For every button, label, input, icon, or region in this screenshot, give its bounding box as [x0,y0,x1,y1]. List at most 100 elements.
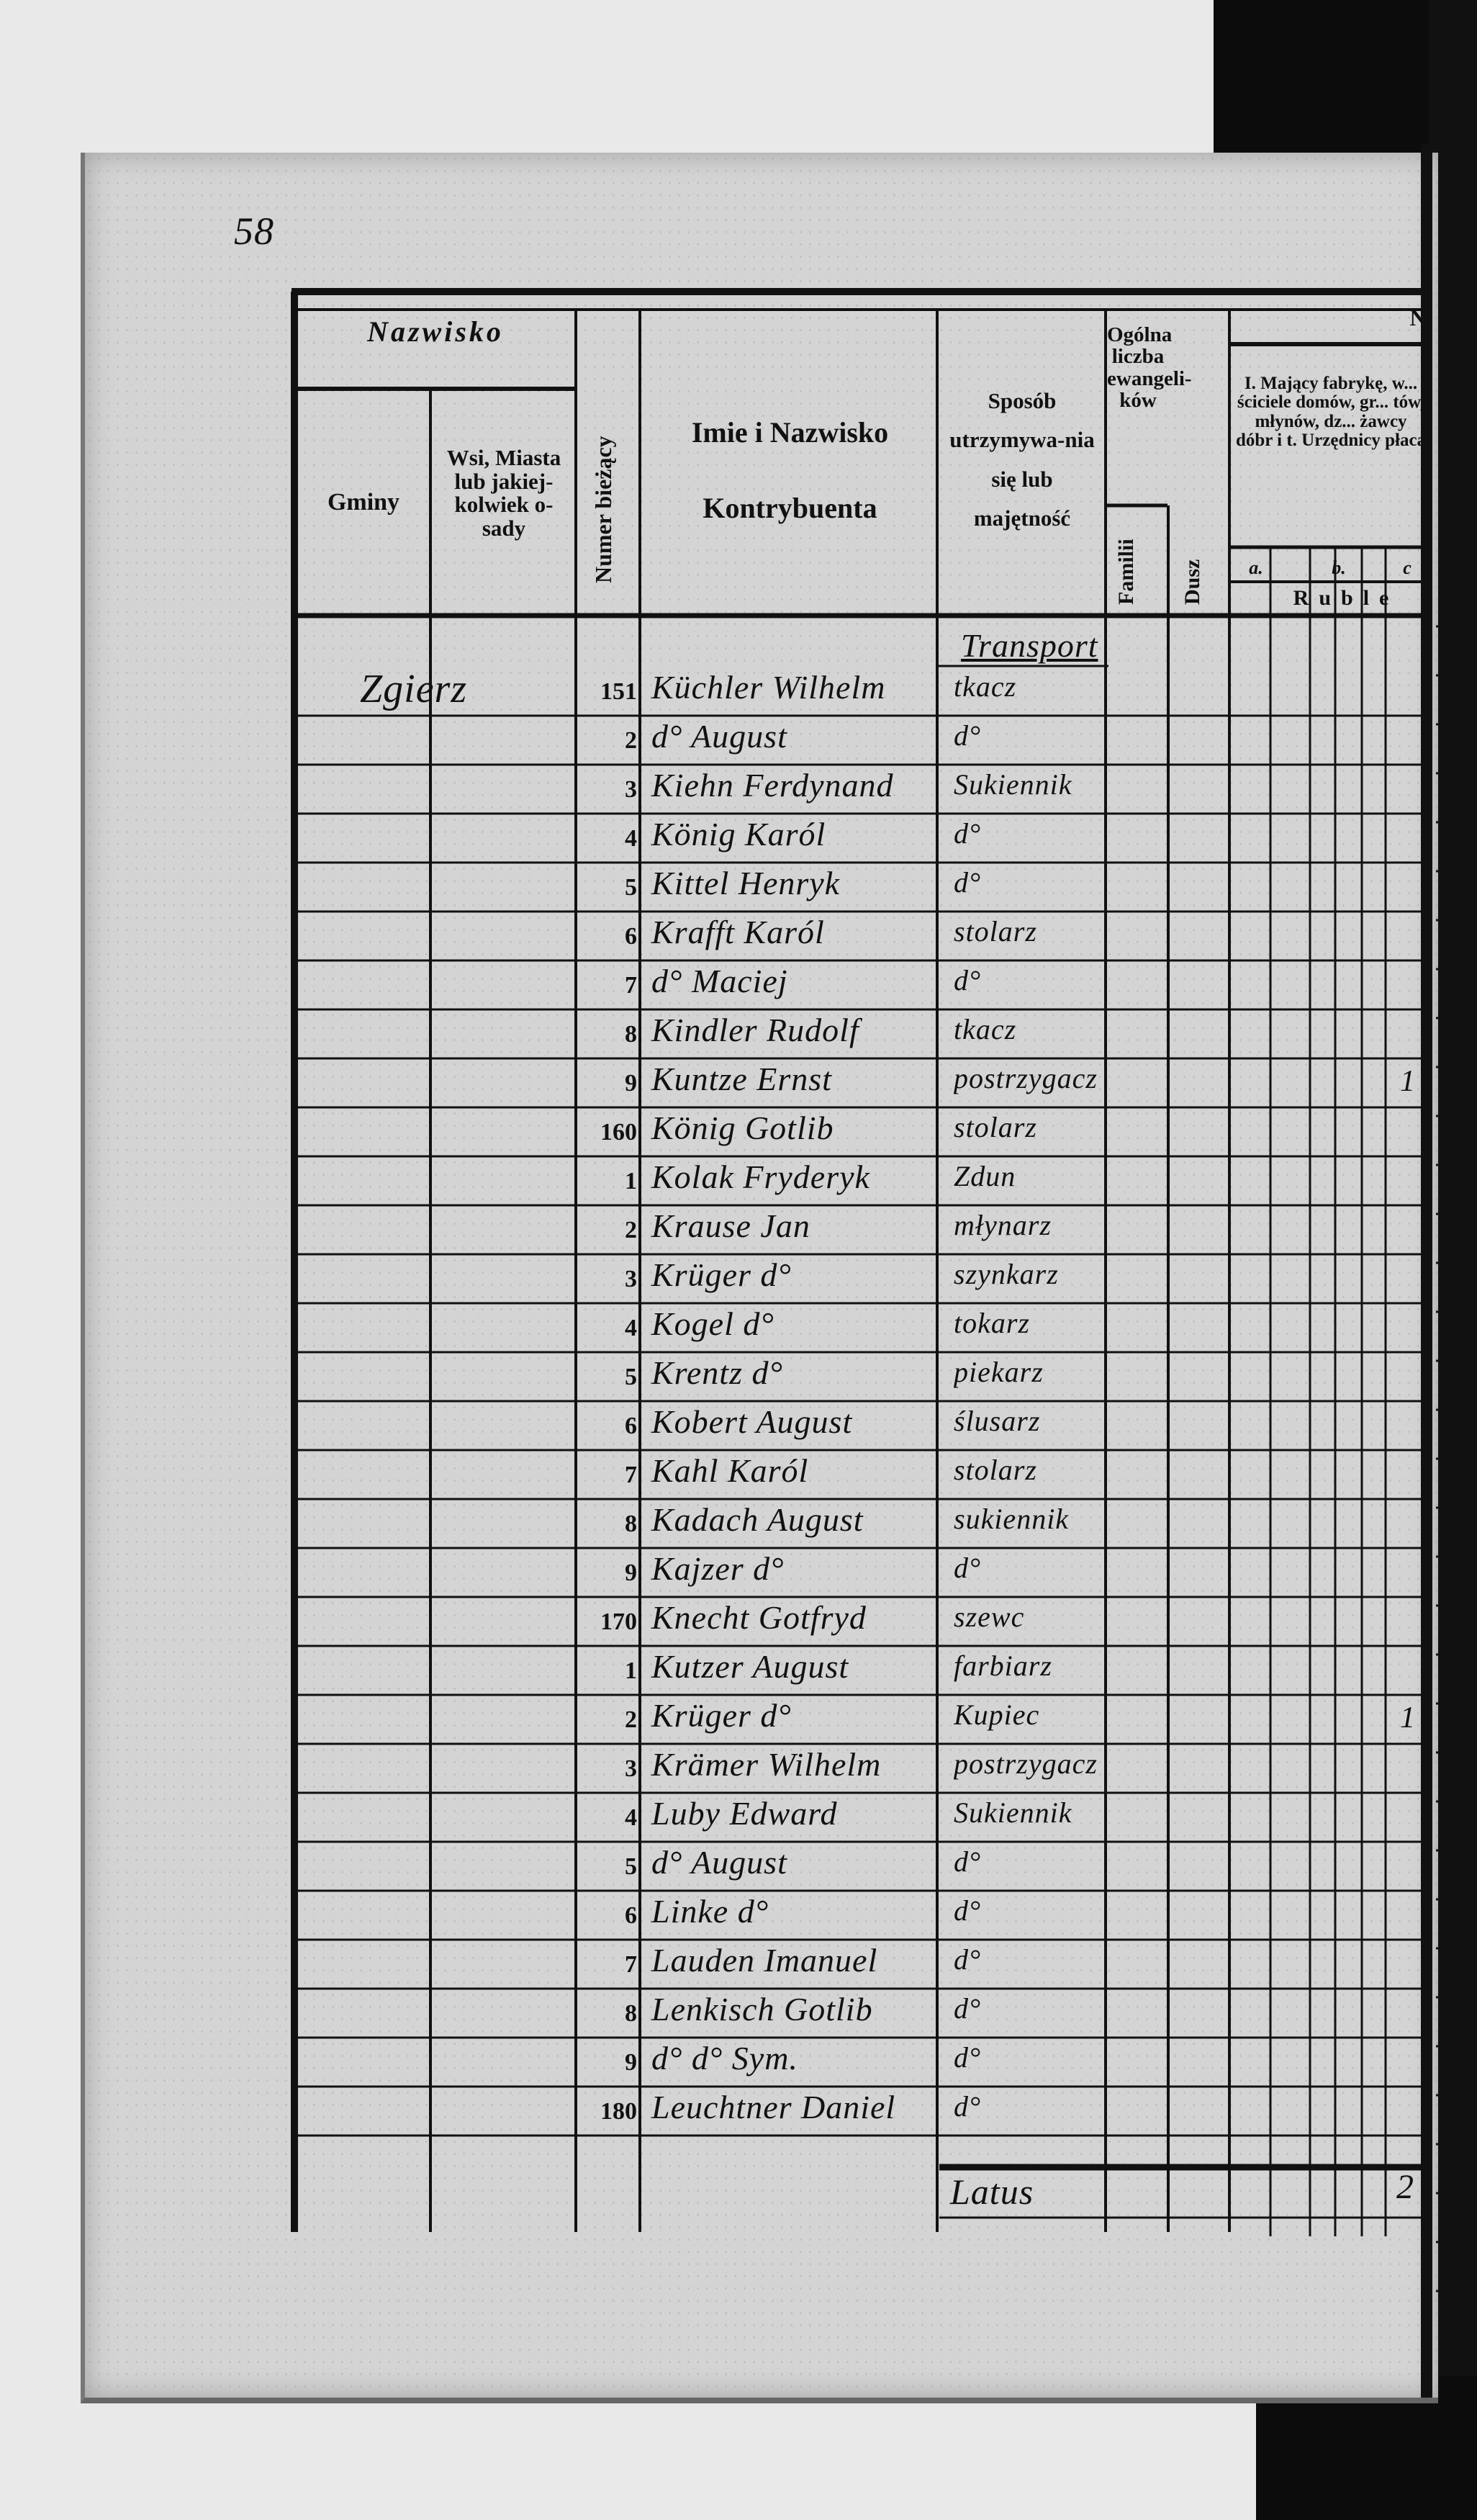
occupation: tkacz [954,1013,1017,1045]
occupation: d° [954,1894,981,1927]
row-number: 5 [625,1364,637,1390]
contributor-name: Kogel d° [651,1305,774,1342]
row-number: 4 [625,1315,637,1341]
contributor-name: Krüger d° [651,1697,792,1734]
occupation: d° [954,2041,981,2074]
header-n-partial: N [1409,305,1427,330]
header-kop: Ko [1440,586,1468,610]
contributor-name: Kutzer August [651,1648,849,1685]
contributor-name: Kajzer d° [651,1550,785,1587]
contributor-name: d° August [651,1844,787,1881]
occupation: farbiarz [954,1650,1052,1682]
contributor-name: d° d° Sym. [651,2040,798,2076]
contributor-name: Krafft Karól [651,914,825,950]
contributor-name: d° August [651,718,787,755]
header-familii: Familii [1114,539,1138,605]
header-ogolna: Ogólna liczba ewangeli-ków [1107,323,1192,413]
transport-label: Transport [961,627,1098,664]
row-number: 2 [625,1217,637,1243]
amount-mark: 1 [1400,1701,1416,1734]
header-sub-a: a. [1249,557,1263,578]
amount-mark: 1 [1400,1065,1416,1098]
row-number: 1 [625,1168,637,1194]
row-number: 8 [625,1021,637,1048]
row-number: 3 [625,1266,637,1292]
occupation: Sukiennik [954,1796,1072,1829]
gmina-name: Zgierz [360,667,468,711]
contributor-name: König Gotlib [651,1110,834,1146]
occupation: d° [954,817,981,850]
row-number: 151 [600,678,637,705]
header-sposob: Sposób utrzymywa-nia się lub majętność [949,388,1095,531]
occupation: szynkarz [954,1258,1059,1290]
row-number: 6 [625,1902,637,1929]
row-number: 1 [625,1657,637,1684]
header-ruble: Ruble [1293,586,1399,610]
row-number: 6 [625,1413,637,1439]
contributor-name: d° Maciej [651,963,788,999]
contributor-name: Knecht Gotfryd [651,1599,867,1636]
occupation: d° [954,1992,981,2025]
contributor-name: Leuchtner Daniel [651,2089,896,2125]
contributor-name: Küchler Wilhelm [651,669,886,706]
contributor-name: Krause Jan [651,1207,810,1244]
occupation: Kupiec [954,1698,1040,1731]
contributor-name: Linke d° [651,1893,769,1930]
contributor-name: Kobert August [651,1403,853,1440]
header-dusz: Dusz [1180,559,1204,605]
header-section-ii-partial: pod... cej... iejsi... t. d [1438,389,1474,462]
occupation: stolarz [954,915,1037,948]
row-number: 8 [625,2000,637,2027]
contributor-name: Lauden Imanuel [651,1942,878,1979]
row-number: 5 [625,874,637,901]
row-number: 9 [625,1560,637,1586]
occupation: tkacz [954,670,1017,703]
row-number: 8 [625,1511,637,1537]
header-sub-b: b. [1332,557,1346,578]
occupation: Zdun [954,1160,1016,1192]
occupation: stolarz [954,1111,1037,1143]
header-numer: Numer bieżący [590,436,616,583]
row-number: 5 [625,1853,637,1880]
contributor-name: Kindler Rudolf [651,1012,859,1048]
occupation: sukiennik [954,1503,1070,1535]
occupation: d° [954,1845,981,1878]
occupation: d° [954,1552,981,1584]
row-number: 9 [625,1070,637,1097]
contributor-name: Lenkisch Gotlib [651,1991,873,2028]
contributor-name: Kahl Karól [651,1452,809,1489]
row-number: 6 [625,923,637,950]
page-number: 58 [234,210,274,253]
row-number: 4 [625,825,637,852]
contributor-name: Kittel Henryk [651,865,841,901]
row-number: 170 [600,1608,637,1635]
occupation: d° [954,866,981,899]
row-number: 7 [625,1951,637,1978]
row-number: 7 [625,972,637,999]
occupation: piekarz [954,1356,1044,1388]
occupation: postrzygacz [954,1747,1098,1780]
contributor-name: Kiehn Ferdynand [651,767,894,804]
row-number: 160 [600,1119,637,1146]
row-number: 4 [625,1804,637,1831]
occupation: szewc [954,1601,1025,1633]
occupation: d° [954,964,981,996]
occupation: ślusarz [954,1405,1041,1437]
header-imie: Imie i Nazwisko [691,416,889,449]
latus-label: Latus [950,2172,1034,2212]
occupation: d° [954,719,981,752]
contributor-name: Kuntze Ernst [651,1061,832,1097]
contributor-name: König Karól [651,816,826,852]
occupation: postrzygacz [954,1062,1098,1094]
contributor-name: Kolak Fryderyk [651,1158,870,1195]
header-nazwisko: Nazwisko [367,315,504,348]
occupation: młynarz [954,1209,1052,1241]
header-kontrybuenta: Kontrybuenta [703,492,877,524]
contributor-name: Krüger d° [651,1256,792,1293]
row-number: 2 [625,727,637,754]
latus-value: 2 [1396,2168,1414,2206]
occupation: Sukiennik [954,768,1072,801]
contributor-name: Krämer Wilhelm [651,1746,882,1783]
row-number: 9 [625,2049,637,2076]
row-number: 180 [600,2098,637,2125]
